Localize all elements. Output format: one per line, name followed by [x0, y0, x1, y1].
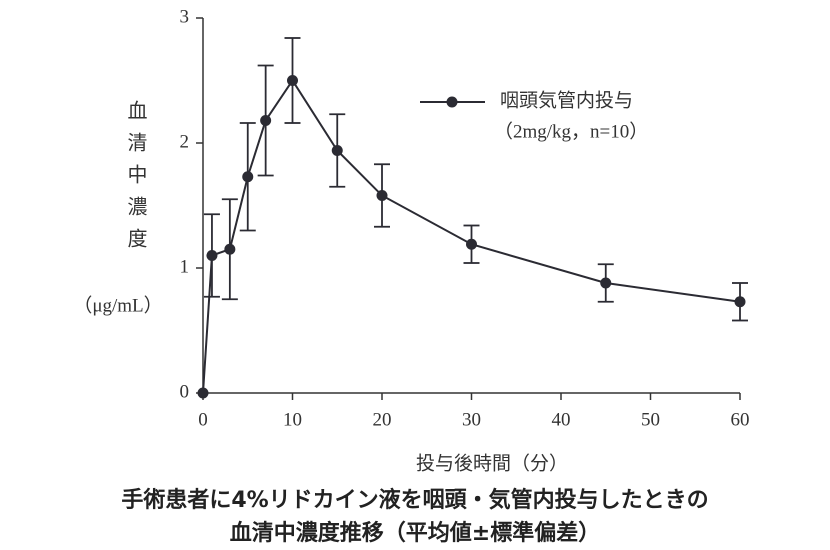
data-point	[600, 277, 612, 289]
caption-line: 血清中濃度推移（平均値±標準偏差）	[229, 521, 601, 546]
legend-label: 咽頭気管内投与	[500, 89, 633, 111]
data-point	[376, 190, 388, 201]
data-point	[734, 296, 746, 308]
data-point	[331, 145, 343, 156]
x-tick-label: 10	[283, 409, 302, 430]
data-point	[260, 115, 272, 126]
y-axis-label: 血清中濃度	[124, 100, 148, 260]
data-point	[287, 75, 298, 86]
y-tick-label: 2	[180, 131, 190, 152]
y-axis-unit: （μg/mL）	[73, 294, 162, 316]
x-tick-label: 40	[552, 409, 571, 430]
x-tick-label: 60	[731, 409, 750, 430]
legend-marker	[446, 96, 458, 108]
y-tick-label: 1	[180, 256, 190, 277]
data-point	[197, 387, 209, 399]
y-tick-label: 0	[180, 381, 190, 402]
data-point	[206, 250, 218, 261]
x-tick-label: 20	[373, 409, 392, 430]
legend-note: （2mg/kg，n=10）	[494, 120, 648, 142]
x-axis-label: 投与後時間（分）	[416, 452, 568, 474]
x-tick-label: 30	[462, 409, 481, 430]
data-point	[466, 238, 477, 250]
x-tick-label: 0	[198, 409, 208, 430]
data-point	[242, 171, 254, 183]
x-tick-label: 50	[641, 409, 660, 430]
data-point	[224, 243, 236, 255]
y-tick-label: 3	[180, 6, 190, 27]
caption-line: 手術患者に4%リドカイン液を咽頭・気管内投与したときの	[121, 488, 709, 513]
